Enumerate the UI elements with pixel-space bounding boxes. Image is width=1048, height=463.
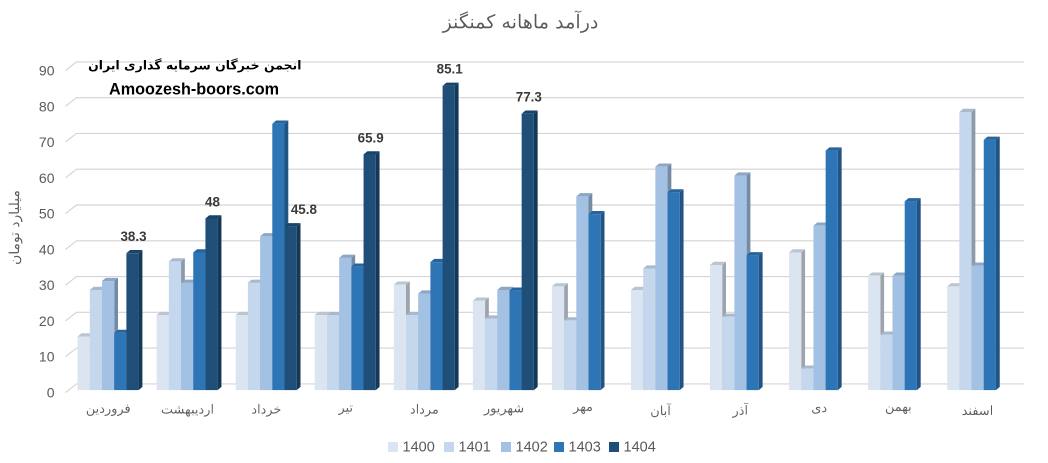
svg-text:70: 70 <box>39 134 55 150</box>
svg-text:1400: 1400 <box>403 440 435 456</box>
svg-text:40: 40 <box>39 241 55 257</box>
svg-text:30: 30 <box>39 277 55 293</box>
svg-text:77.3: 77.3 <box>516 90 542 105</box>
svg-text:10: 10 <box>39 349 55 365</box>
svg-text:Amoozesh-boors.com: Amoozesh-boors.com <box>109 81 279 99</box>
svg-text:60: 60 <box>39 170 55 186</box>
svg-text:1403: 1403 <box>569 440 601 456</box>
svg-text:1402: 1402 <box>516 440 548 456</box>
svg-text:45.8: 45.8 <box>291 202 318 217</box>
svg-text:48: 48 <box>205 194 220 209</box>
svg-text:80: 80 <box>39 98 55 114</box>
svg-text:85.1: 85.1 <box>437 62 464 77</box>
svg-text:38.3: 38.3 <box>120 229 146 244</box>
svg-text:1401: 1401 <box>459 440 491 456</box>
svg-text:0: 0 <box>47 385 55 401</box>
svg-text:90: 90 <box>39 63 55 79</box>
svg-text:20: 20 <box>39 313 55 329</box>
svg-text:65.9: 65.9 <box>358 130 384 145</box>
svg-text:1404: 1404 <box>624 440 656 456</box>
svg-text:50: 50 <box>39 206 55 222</box>
